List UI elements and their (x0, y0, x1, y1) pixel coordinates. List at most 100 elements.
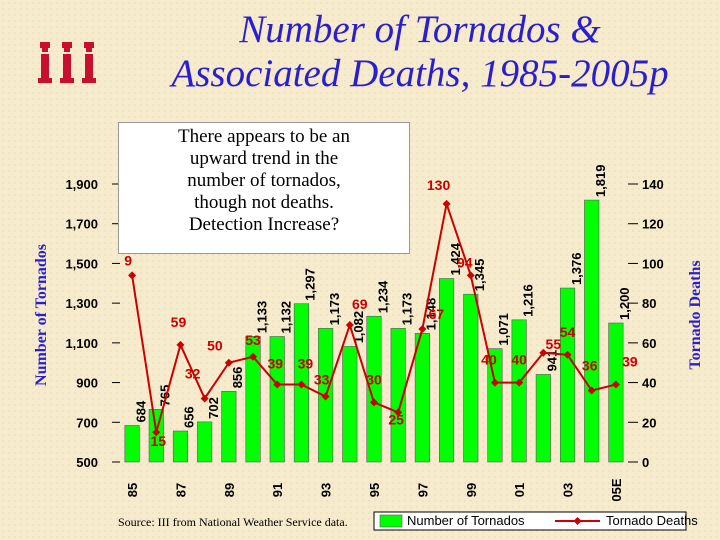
bar-data-label: 684 (133, 400, 148, 422)
tornado-bar (390, 328, 406, 463)
line-data-label: 39 (267, 356, 283, 372)
x-tick-label: 89 (222, 483, 237, 497)
tornado-bar (197, 421, 213, 463)
deaths-marker (176, 340, 185, 349)
deaths-marker (394, 408, 403, 417)
bar-data-label: 1,424 (448, 242, 463, 275)
right-tick-label: 40 (642, 376, 656, 391)
tornado-bar (124, 425, 140, 463)
deaths-marker (128, 271, 137, 280)
tornado-bar (511, 319, 527, 463)
line-data-label: 33 (314, 371, 330, 387)
bar-data-label: 1,819 (593, 165, 608, 198)
deaths-marker (611, 380, 620, 389)
x-tick-label: 95 (367, 483, 382, 497)
line-data-label: 36 (582, 358, 598, 374)
iii-logo (38, 42, 96, 83)
line-data-label: 9 (124, 252, 132, 268)
line-data-label: 32 (185, 365, 201, 381)
legend-box (373, 511, 687, 531)
deaths-marker (249, 352, 258, 361)
bar-data-label: 1,071 (496, 313, 511, 346)
right-tick-label: 80 (642, 296, 656, 311)
x-tick-label: 91 (270, 483, 285, 497)
x-tick-label: 01 (512, 483, 527, 497)
bar-data-label: 1,173 (327, 293, 342, 326)
left-axis-title: Number of Tornados (33, 244, 50, 386)
line-data-label: 53 (245, 332, 261, 348)
left-tick-label: 1,300 (65, 296, 98, 311)
line-data-label: 59 (171, 314, 187, 330)
left-tick-label: 1,900 (65, 177, 98, 192)
left-tick-label: 500 (76, 455, 98, 470)
x-tick-label: 03 (561, 483, 576, 497)
source-note: Source: III from National Weather Servic… (118, 515, 348, 529)
x-tick-label: 05E (609, 478, 624, 501)
deaths-marker (370, 398, 378, 407)
deaths-marker (515, 378, 524, 387)
title-line-2: Associated Deaths, 1985-2005p (171, 52, 669, 95)
tornado-bar (245, 336, 261, 463)
bar-data-label: 1,297 (303, 268, 318, 301)
bar-data-label: 1,376 (569, 253, 584, 286)
deaths-marker (345, 320, 354, 329)
tornado-bar (366, 315, 382, 463)
legend-label-deaths: Tornado Deaths (606, 513, 698, 528)
legend-bar-swatch (379, 514, 403, 528)
left-tick-label: 1,100 (65, 336, 98, 351)
line-data-label: 50 (207, 338, 223, 354)
bar-data-label: 856 (230, 367, 245, 389)
bar-data-label: 1,082 (351, 311, 366, 344)
deaths-marker (490, 378, 499, 387)
chart-title: Number of Tornados & Associated Deaths, … (120, 8, 720, 96)
annotation-line: Detection Increase? (188, 214, 340, 235)
tornado-bar (414, 333, 430, 463)
bar-data-label: 1,173 (399, 293, 414, 326)
deaths-marker (321, 392, 330, 401)
right-axis-title: Tornado Deaths (687, 260, 704, 369)
x-tick-label: 99 (464, 483, 479, 497)
tornado-bar (535, 374, 551, 463)
tornado-bar (269, 336, 285, 463)
line-data-label: 30 (366, 371, 382, 387)
bar-data-label: 702 (206, 397, 221, 419)
annotation-line: though not deaths. (194, 192, 334, 213)
line-data-label: 54 (560, 324, 576, 340)
deaths-marker (418, 324, 427, 333)
deaths-marker (297, 380, 306, 389)
tornado-bar (463, 293, 479, 463)
bar-data-label: 1,345 (472, 259, 487, 292)
line-data-label: 94 (457, 254, 473, 270)
x-tick-label: 85 (125, 483, 140, 497)
annotation-line: There appears to be an (178, 126, 350, 147)
tornado-bar (439, 278, 455, 463)
deaths-marker (200, 394, 209, 403)
line-data-label: 39 (298, 356, 314, 372)
bar-data-label: 1,216 (520, 284, 535, 317)
line-data-label: 40 (511, 352, 527, 368)
deaths-marker (466, 271, 475, 280)
right-tick-label: 100 (642, 256, 664, 271)
bar-data-label: 1,234 (375, 280, 390, 313)
left-tick-label: 900 (76, 376, 98, 391)
annotation-line: upward trend in the (189, 148, 339, 169)
tornado-bar (342, 346, 358, 463)
tornado-bar (559, 287, 576, 463)
annotation-line: number of tornados, (187, 170, 341, 191)
right-tick-label: 60 (642, 336, 656, 351)
line-data-label: 67 (429, 306, 445, 322)
deaths-marker (442, 199, 451, 208)
x-tick-label: 87 (173, 483, 188, 497)
line-data-label: 25 (388, 411, 404, 427)
tornado-bar (584, 199, 600, 463)
annotation-box: There appears to be an upward trend in t… (118, 122, 410, 254)
legend-label-tornados: Number of Tornados (407, 513, 525, 528)
bar-data-label: 1,200 (617, 287, 632, 320)
right-tick-label: 140 (642, 177, 664, 192)
right-tick-label: 20 (642, 415, 656, 430)
left-tick-label: 1,700 (65, 217, 98, 232)
line-data-label: 40 (481, 352, 497, 368)
bar-data-label: 1,133 (254, 301, 269, 334)
tornado-bar (487, 348, 503, 463)
